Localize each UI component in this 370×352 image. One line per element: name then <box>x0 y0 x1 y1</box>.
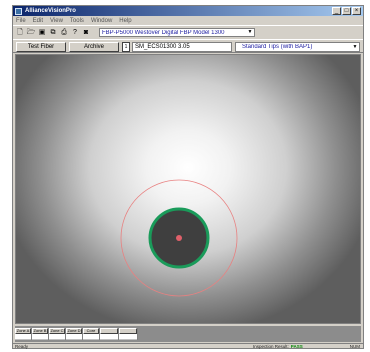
help-icon[interactable]: ? <box>73 28 77 36</box>
zone-a-cell <box>15 334 31 340</box>
fiber-core <box>176 235 182 241</box>
print-icon[interactable]: ⎙ <box>61 28 67 36</box>
app-icon <box>15 7 22 15</box>
status-bar: Ready Inspection Result: PASS NUM <box>13 343 363 349</box>
test-fiber-button[interactable]: Test Fiber <box>16 42 66 52</box>
extra-column-1 <box>100 328 119 340</box>
cladding-boundary-circle <box>120 179 238 297</box>
status-text: Ready <box>15 344 29 349</box>
zone-results-panel: Zone A Zone B Zone C Zone D Core <box>15 326 361 342</box>
chevron-down-icon[interactable]: ▼ <box>247 29 253 35</box>
extra-cell-1 <box>100 334 118 340</box>
title-bar: AllianceVisionPro _ □ × <box>13 6 363 16</box>
menu-help[interactable]: Help <box>119 17 132 24</box>
tip-profile-value: Standard Tips (with BAP1) <box>242 44 313 50</box>
fiber-overlay <box>120 179 238 297</box>
inspection-result: Inspection Result: PASS <box>253 344 323 349</box>
copy-icon[interactable]: ⧉ <box>50 28 56 36</box>
zone-c-cell <box>49 334 65 340</box>
menu-tools[interactable]: Tools <box>69 17 84 24</box>
inspection-toolbar: Test Fiber Archive 1 SM_ECS01300 3.05 St… <box>13 39 363 53</box>
zone-table: Zone A Zone B Zone C Zone D Core <box>15 328 138 340</box>
maximize-button[interactable]: □ <box>342 7 351 15</box>
extra-cell-2 <box>119 334 137 340</box>
archive-button[interactable]: Archive <box>69 42 119 52</box>
fiber-index-spinner[interactable]: 1 <box>122 42 130 52</box>
zone-c-column: Zone C <box>49 328 66 340</box>
camera-icon[interactable]: ◙ <box>83 28 89 36</box>
open-folder-icon[interactable]: 🗁 <box>26 28 36 36</box>
menu-view[interactable]: View <box>50 17 63 24</box>
zone-b-cell <box>32 334 48 340</box>
pass-badge: PASS <box>290 344 303 349</box>
app-window: AllianceVisionPro _ □ × File Edit View T… <box>12 5 364 349</box>
window-controls: _ □ × <box>332 7 361 15</box>
core-cell <box>83 334 99 340</box>
zone-a-column: Zone A <box>15 328 32 340</box>
zone-b-column: Zone B <box>32 328 49 340</box>
minimize-button[interactable]: _ <box>332 7 341 15</box>
zone-b-header[interactable]: Zone B <box>32 328 48 334</box>
menu-window[interactable]: Window <box>90 17 113 24</box>
chevron-down-icon[interactable]: ▼ <box>352 43 358 50</box>
zone-d-header[interactable]: Zone D <box>66 328 82 334</box>
core-column: Core <box>83 328 100 340</box>
extra-column-2 <box>119 328 138 340</box>
menu-edit[interactable]: Edit <box>32 17 44 24</box>
extra-header-2[interactable] <box>119 328 137 334</box>
menu-file[interactable]: File <box>16 17 26 24</box>
extra-header-1[interactable] <box>100 328 118 334</box>
num-lock-indicator: NUM <box>349 344 360 349</box>
main-toolbar: 🗋 🗁 ▣ ⧉ ⎙ ? ◙ FBP-P5000 Westover Digital… <box>13 25 363 38</box>
fiber-end-face-view[interactable] <box>15 54 361 324</box>
device-select[interactable]: FBP-P5000 Westover Digital FBP Model 130… <box>99 28 255 37</box>
device-select-value: FBP-P5000 Westover Digital FBP Model 130… <box>102 29 225 36</box>
new-file-icon[interactable]: 🗋 <box>17 28 23 36</box>
zone-a-header[interactable]: Zone A <box>15 328 31 334</box>
save-icon[interactable]: ▣ <box>38 28 46 36</box>
inspection-result-label: Inspection Result: <box>253 344 289 349</box>
menu-bar: File Edit View Tools Window Help <box>13 16 363 25</box>
zone-d-cell <box>66 334 82 340</box>
tip-profile-select[interactable]: Standard Tips (with BAP1) ▼ <box>235 42 360 52</box>
fiber-name-field[interactable]: SM_ECS01300 3.05 <box>132 42 232 52</box>
zone-d-column: Zone D <box>66 328 83 340</box>
core-header[interactable]: Core <box>83 328 99 334</box>
window-title: AllianceVisionPro <box>25 8 76 14</box>
close-button[interactable]: × <box>352 7 361 15</box>
zone-c-header[interactable]: Zone C <box>49 328 65 334</box>
